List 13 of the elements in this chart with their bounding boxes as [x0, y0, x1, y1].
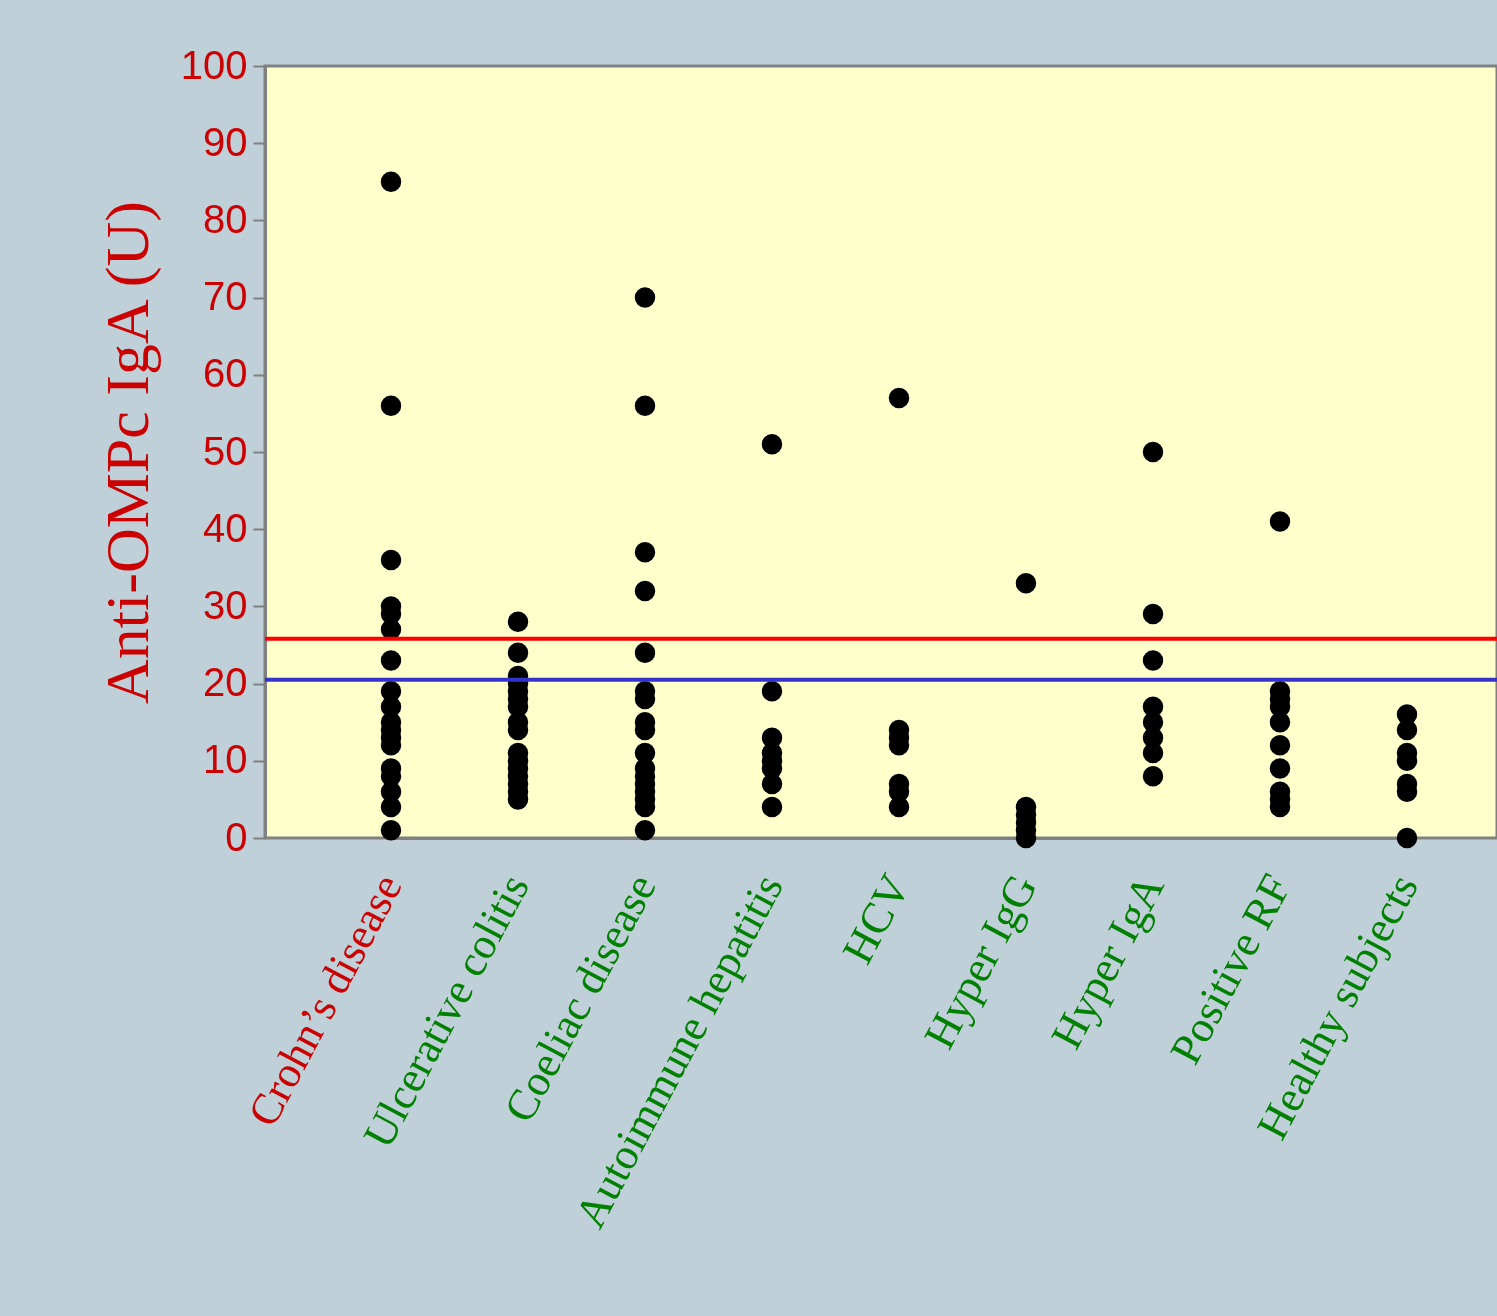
x-tick-label: HCV — [832, 866, 920, 972]
y-tick-label: 70 — [203, 274, 248, 319]
y-tick-label: 80 — [203, 196, 248, 241]
y-axis-title: Anti-OMPc IgA (U) — [92, 201, 162, 704]
y-tick-label: 30 — [203, 582, 248, 627]
y-tick-label: 0 — [225, 814, 248, 859]
y-tick-label: 40 — [203, 505, 248, 550]
y-tick-label: 60 — [203, 351, 248, 396]
y-tick-label: 50 — [203, 428, 248, 473]
y-tick-label: 90 — [203, 119, 248, 164]
y-tick-label: 20 — [203, 660, 248, 705]
y-tick-label: 10 — [203, 737, 248, 782]
y-tick-label: 100 — [180, 42, 248, 87]
